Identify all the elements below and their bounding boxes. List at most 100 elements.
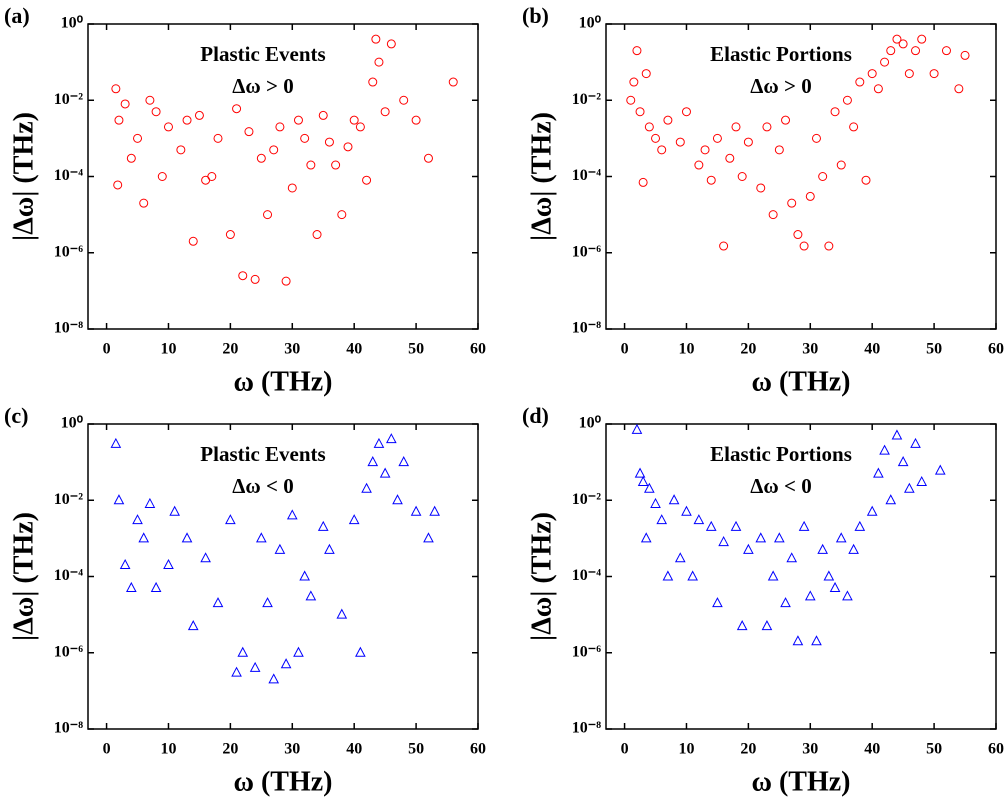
data-point: [787, 198, 797, 208]
data-point: [960, 50, 970, 60]
data-point: [368, 77, 378, 87]
data-point: [348, 514, 360, 525]
data-point: [700, 145, 710, 155]
data-point: [668, 494, 680, 505]
data-point: [792, 635, 804, 646]
y-tick-label: 10⁻⁶: [572, 243, 601, 260]
data-point: [725, 153, 735, 163]
data-point: [176, 145, 186, 155]
x-axis-label: ω (THz): [752, 366, 851, 397]
data-point: [367, 456, 379, 467]
data-point: [275, 122, 285, 132]
data-point: [232, 104, 242, 114]
data-point: [904, 69, 914, 79]
data-point: [929, 69, 939, 79]
data-point: [644, 482, 655, 493]
data-point: [817, 543, 828, 554]
data-point: [855, 77, 865, 87]
data-point: [324, 137, 334, 147]
data-point: [811, 133, 821, 143]
data-point: [398, 456, 410, 467]
data-point: [781, 115, 791, 125]
data-point: [842, 590, 853, 601]
data-point: [151, 107, 161, 117]
data-point: [644, 122, 654, 132]
data-point: [811, 635, 822, 646]
data-point: [187, 620, 199, 631]
data-point: [317, 520, 329, 531]
data-point: [256, 153, 266, 163]
data-point: [274, 543, 286, 554]
data-point: [718, 536, 729, 547]
panel: 0 10 20 30 40 50 60 10⁻⁸ 10⁻⁶ 10⁻⁴ 10⁻² 10⁰ (d) Elast…: [522, 403, 1004, 797]
panel-label: (c): [4, 403, 28, 428]
data-point: [632, 46, 642, 56]
data-point: [163, 122, 173, 132]
data-point: [743, 137, 753, 147]
data-point: [113, 494, 125, 505]
data-point: [638, 177, 648, 187]
y-axis-label: |Δω| (THz): [526, 112, 557, 241]
data-point: [774, 532, 785, 543]
plot-frame: [87, 423, 479, 730]
data-point: [392, 494, 403, 505]
data-point: [225, 230, 235, 240]
data-point: [681, 107, 691, 117]
data-point: [743, 543, 754, 554]
data-point: [250, 274, 260, 284]
data-point: [374, 57, 384, 67]
data-point: [879, 444, 890, 455]
data-point: [139, 198, 149, 208]
data-point: [343, 142, 353, 152]
data-point: [262, 597, 273, 608]
data-point: [873, 467, 884, 478]
y-tick-label: 10⁻⁸: [572, 720, 601, 737]
data-point: [256, 532, 267, 543]
x-tick-label: 30: [802, 341, 818, 358]
y-tick-label: 10⁻²: [54, 491, 83, 508]
data-point: [249, 661, 261, 672]
data-point: [138, 532, 150, 543]
data-point: [755, 532, 767, 543]
data-point: [712, 133, 722, 143]
annotation: Δω > 0: [750, 74, 811, 98]
data-point: [774, 145, 784, 155]
x-tick-label: 30: [284, 341, 300, 358]
x-axis-label: ω (THz): [234, 766, 333, 797]
data-point: [157, 172, 167, 181]
panel-label: (b): [522, 3, 549, 28]
data-point: [849, 122, 859, 132]
annotation: Plastic Events: [200, 442, 325, 466]
data-point: [355, 646, 366, 657]
x-tick-label: 20: [222, 341, 238, 358]
x-tick-label: 60: [988, 741, 1004, 758]
data-point: [626, 95, 636, 105]
y-tick-label: 10⁻²: [54, 91, 83, 108]
data-point: [917, 34, 927, 44]
annotation: Elastic Portions: [710, 442, 852, 466]
data-point: [798, 520, 810, 531]
x-tick-label: 40: [864, 341, 880, 358]
data-point: [306, 160, 316, 170]
data-point: [331, 160, 341, 170]
data-point: [793, 230, 803, 240]
data-point: [885, 494, 897, 505]
data-point: [886, 46, 896, 56]
data-point: [719, 241, 729, 251]
data-point: [448, 77, 458, 87]
data-point: [361, 482, 372, 493]
data-point: [355, 122, 365, 132]
data-point: [373, 437, 385, 448]
data-point: [656, 514, 668, 525]
data-point: [169, 505, 180, 516]
data-point: [114, 115, 124, 125]
data-point: [675, 137, 685, 147]
data-point: [891, 429, 903, 440]
data-point: [756, 183, 766, 193]
x-tick-label: 10: [160, 341, 176, 358]
data-point: [693, 514, 705, 525]
y-tick-label: 10⁻⁸: [54, 720, 83, 737]
data-point: [399, 95, 409, 105]
data-point: [867, 69, 877, 79]
x-tick-label: 30: [802, 741, 818, 758]
